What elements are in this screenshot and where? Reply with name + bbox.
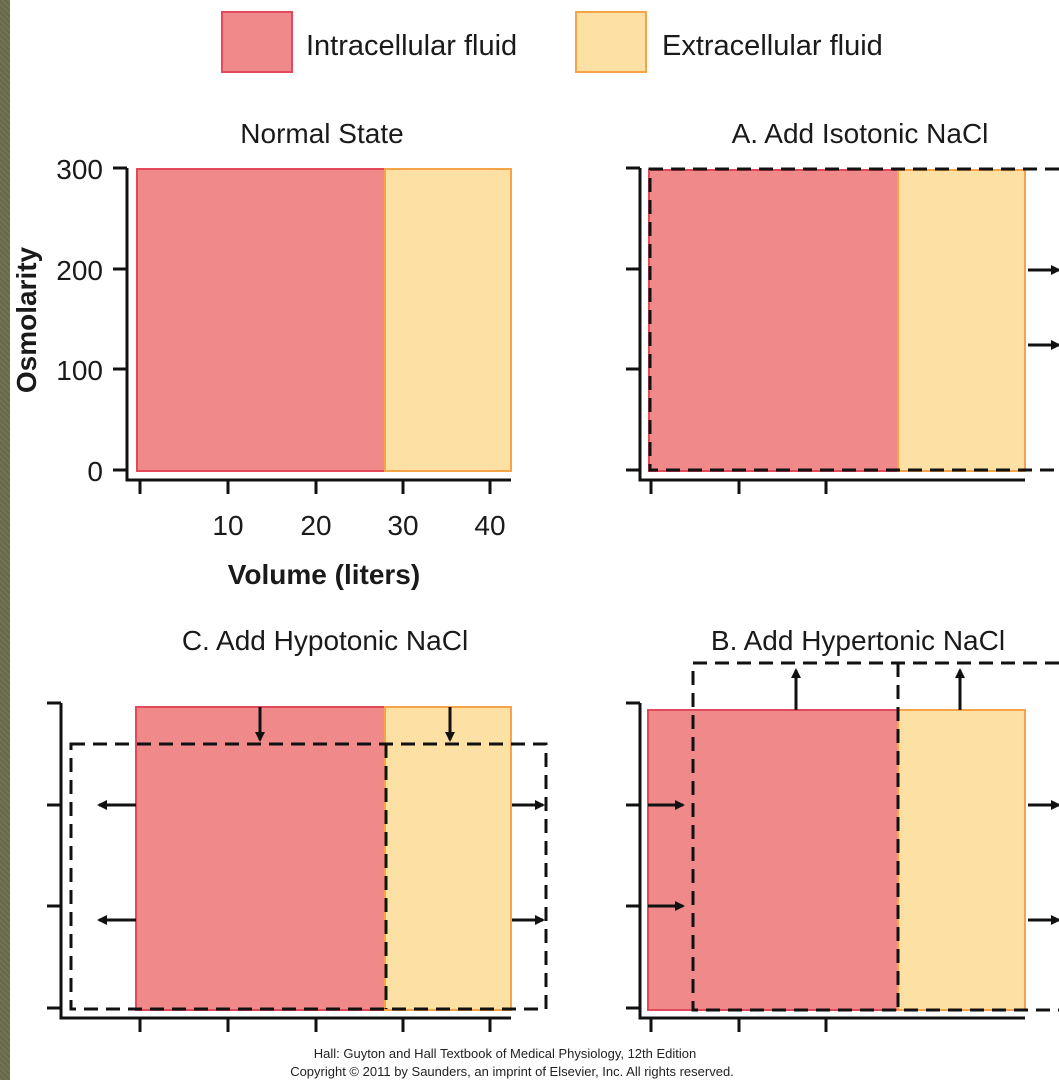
panel-title-hypertonic: B. Add Hypertonic NaCl <box>711 625 1005 656</box>
ytick-label-300: 300 <box>56 154 103 185</box>
y-axis <box>638 168 1025 482</box>
x-ticks <box>649 1018 828 1032</box>
ytick-label-0: 0 <box>87 456 103 487</box>
x-axis-title: Volume (liters) <box>228 559 420 590</box>
ytick-label-200: 200 <box>56 255 103 286</box>
legend: Intracellular fluid Extracellular fluid <box>221 11 883 73</box>
icf-block <box>136 168 386 472</box>
icf-block <box>135 706 386 1011</box>
x-ticks <box>649 480 828 494</box>
y-ticks <box>626 701 640 1010</box>
panel-hypertonic: B. Add Hypertonic NaCl <box>626 625 1059 1032</box>
y-axis <box>125 168 511 482</box>
dashed-new-volume-outline <box>69 742 548 1011</box>
y-ticks <box>47 701 61 1010</box>
legend-swatch-ecf <box>575 11 647 73</box>
ytick-label-100: 100 <box>56 355 103 386</box>
xtick-label-10: 10 <box>212 510 243 541</box>
dashed-new-volume-outline <box>648 167 1059 472</box>
panel-title-normal: Normal State <box>240 118 403 149</box>
icf-block <box>648 169 899 472</box>
xtick-label-40: 40 <box>474 510 505 541</box>
icf-block <box>647 709 899 1011</box>
legend-label-ecf: Extracellular fluid <box>662 30 883 62</box>
y-axis-title: Osmolarity <box>11 246 42 393</box>
xtick-label-20: 20 <box>300 510 331 541</box>
x-ticks <box>138 1018 492 1032</box>
legend-swatch-icf <box>221 11 293 73</box>
y-ticks <box>113 166 127 472</box>
dashed-new-volume-outline <box>691 661 1059 1012</box>
panel-title-hypotonic: C. Add Hypotonic NaCl <box>182 625 468 656</box>
ecf-block <box>897 709 1026 1011</box>
ecf-block <box>384 168 512 472</box>
ecf-block <box>384 706 512 1011</box>
y-axis <box>638 703 1025 1020</box>
credit-line-1: Hall: Guyton and Hall Textbook of Medica… <box>314 1046 697 1061</box>
credit-line-2: Copyright © 2011 by Saunders, an imprint… <box>290 1064 734 1079</box>
y-axis <box>59 703 511 1020</box>
panel-title-isotonic: A. Add Isotonic NaCl <box>732 118 989 149</box>
legend-label-icf: Intracellular fluid <box>306 30 517 62</box>
panel-isotonic: A. Add Isotonic NaCl <box>626 118 1059 494</box>
panel-normal: Normal State 300 200 100 0 10 20 30 40 V… <box>11 118 512 590</box>
x-ticks <box>138 480 492 494</box>
y-ticks <box>626 166 640 472</box>
panel-hypotonic: C. Add Hypotonic NaCl <box>47 625 548 1032</box>
ecf-block <box>897 169 1026 472</box>
xtick-label-30: 30 <box>387 510 418 541</box>
